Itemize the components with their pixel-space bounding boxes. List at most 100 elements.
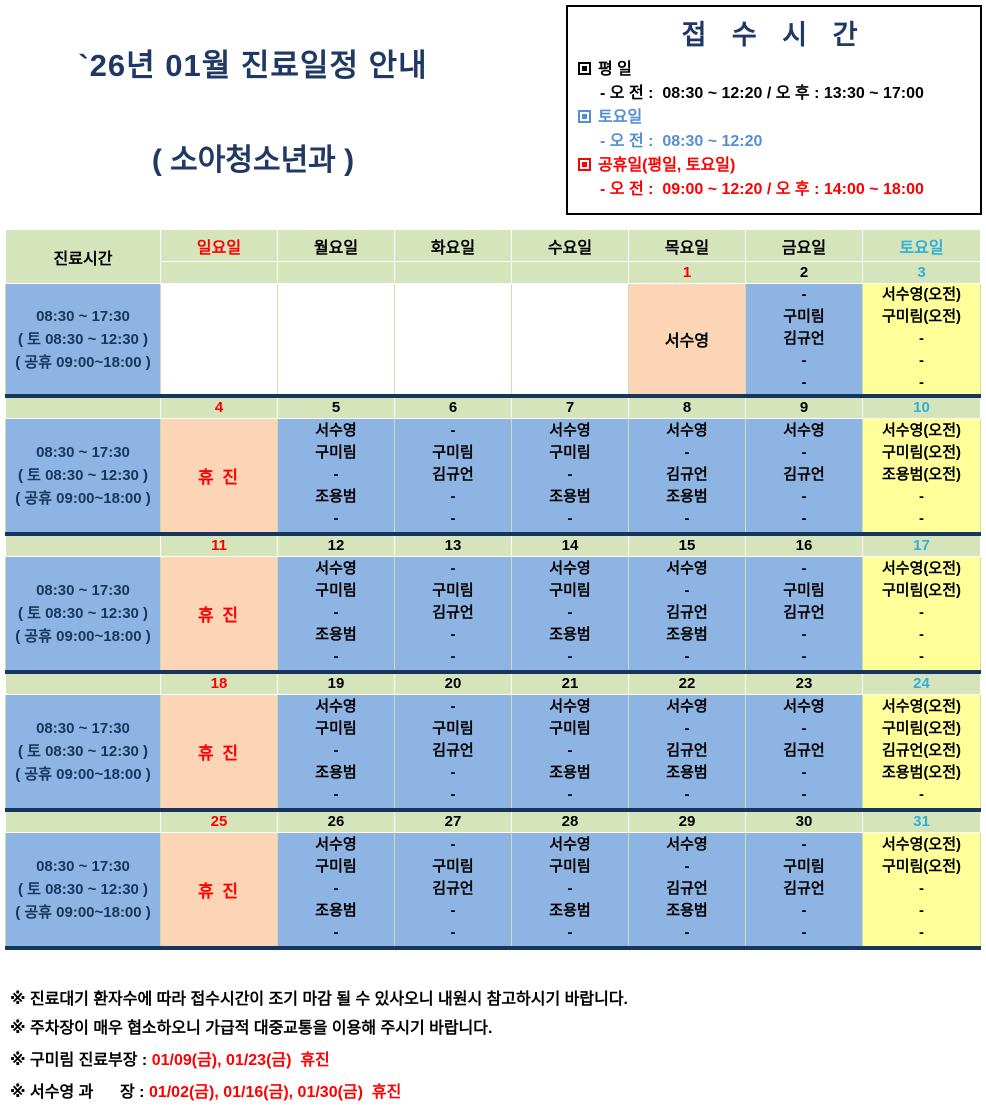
doctor-list: - 구미림 김규언 - - — [395, 420, 511, 530]
doctor-line: - — [567, 880, 573, 898]
schedule-cell: 서수영(오전) 구미림(오전) 김규언(오전) 조용범(오전) - — [862, 693, 981, 812]
doctor-line: 서수영(오전) — [882, 422, 961, 440]
note-text: ※ 서수영 과 장 : — [10, 1084, 149, 1101]
schedule-cell: 서수영 - 김규언 조용범 - — [628, 555, 746, 674]
note-line: ※ 서수영 과 장 : 01/02(금), 01/16(금), 01/30(금)… — [10, 1083, 980, 1102]
doctor-line: 서수영 — [549, 698, 591, 716]
doctor-line: 조용범 — [549, 626, 591, 644]
doctor-list: - 구미림 김규언 - - — [395, 558, 511, 668]
doctor-line: 구미림 — [549, 582, 591, 600]
day-header-cell: 목요일 — [628, 229, 746, 262]
clinic-hours-line: ( 토 08:30 ~ 12:30 ) — [17, 880, 149, 898]
doctor-line: 서수영 — [315, 422, 357, 440]
doctor-line: - — [333, 604, 339, 622]
schedule-cell: 서수영(오전) 구미림(오전) 조용범(오전) - - — [862, 417, 981, 536]
date-cell: 19 — [277, 671, 395, 695]
doctor-list: 서수영 구미림 - 조용범 - — [512, 420, 628, 530]
doctor-line: - — [684, 720, 690, 738]
doctor-list: 서수영 구미림 - 조용범 - — [278, 558, 394, 668]
doctor-line: - — [333, 648, 339, 666]
clinic-hours-line: ( 토 08:30 ~ 12:30 ) — [17, 466, 149, 484]
schedule-cell: 휴 진 — [160, 693, 278, 812]
doctor-line: 서수영(오전) — [882, 698, 961, 716]
reception-section-label: 공휴일(평일, 토요일) — [578, 154, 970, 178]
doctor-line: - — [801, 902, 807, 920]
doctor-line: 조용범 — [666, 902, 708, 920]
doctor-line: 김규언(오전) — [882, 742, 961, 760]
doctor-line: - — [801, 836, 807, 854]
doctor-line: 서수영(오전) — [882, 560, 961, 578]
schedule-cell: 서수영(오전) 구미림(오전) - - - — [862, 831, 981, 950]
doctor-line: - — [450, 924, 456, 942]
doctor-line: 조용범 — [549, 488, 591, 506]
date-cell: 21 — [511, 671, 629, 695]
doctor-line: 김규언 — [783, 880, 825, 898]
doctor-line: - — [450, 510, 456, 528]
doctor-line: 서수영 — [783, 698, 825, 716]
doctor-line: - — [450, 902, 456, 920]
doctor-list: 서수영 - 김규언 조용범 - — [629, 420, 745, 530]
doctor-line: - — [450, 488, 456, 506]
clinic-hours-line: 08:30 ~ 17:30 — [36, 719, 130, 737]
doctor-line: - — [919, 786, 924, 804]
doctor-line: - — [801, 352, 807, 369]
page-title-block: `26년 01월 진료일정 안내 ( 소아청소년과 ) — [28, 40, 478, 179]
day-header-cell: 월요일 — [277, 229, 395, 262]
doctor-line: 서수영 — [549, 560, 591, 578]
date-cell: 6 — [394, 395, 512, 419]
doctor-line: 구미림 — [315, 582, 357, 600]
date-cell: 9 — [745, 395, 863, 419]
doctor-list: 서수영 구미림 - 조용범 - — [512, 558, 628, 668]
doctor-line: - — [919, 924, 924, 942]
doctor-line: - — [333, 786, 339, 804]
square-bullet-icon — [578, 158, 591, 171]
schedule-cell: 서수영(오전) 구미림(오전) - - - — [862, 555, 981, 674]
week-data-row: 08:30 ~ 17:30 ( 토 08:30 ~ 12:30 ) ( 공휴 09:… — [5, 555, 981, 674]
doctor-line: - — [684, 582, 690, 600]
date-row-time-spacer — [5, 395, 161, 419]
doctor-line: 구미림 — [783, 308, 825, 325]
doctor-line: 구미림(오전) — [882, 582, 961, 600]
doctor-line: 조용범 — [666, 764, 708, 782]
doctor-list: 서수영(오전) 구미림(오전) - - - — [863, 834, 980, 944]
doctor-line: 구미림 — [783, 582, 825, 600]
doctor-line: 서수영 — [315, 836, 357, 854]
date-cell: 3 — [862, 261, 981, 284]
doctor-line: 구미림 — [432, 858, 474, 876]
schedule-cell: - 구미림 김규언 - - — [745, 555, 863, 674]
reception-hours-text: - 오 전 : 08:30 ~ 12:20 — [600, 133, 763, 150]
doctor-list: 서수영 구미림 - 조용범 - — [278, 696, 394, 806]
schedule-cell — [394, 283, 512, 398]
day-header-cell: 화요일 — [394, 229, 512, 262]
schedule-cell: 휴 진 — [160, 831, 278, 950]
clinic-hours-line: ( 토 08:30 ~ 12:30 ) — [17, 330, 149, 348]
schedule-cell: - 구미림 김규언 - - — [394, 831, 512, 950]
date-cell: 8 — [628, 395, 746, 419]
doctor-line: 김규언 — [666, 466, 708, 484]
clinic-hours-line: ( 공휴 09:00~18:00 ) — [15, 353, 151, 371]
reception-section-label: 평 일 — [578, 58, 970, 82]
doctor-line: 김규언 — [783, 742, 825, 760]
date-cell: 7 — [511, 395, 629, 419]
doctor-line: - — [450, 422, 456, 440]
schedule-cell: 서수영 - 김규언 조용범 - — [628, 693, 746, 812]
doctor-line: 구미림(오전) — [882, 444, 961, 462]
clinic-hours-line: ( 토 08:30 ~ 12:30 ) — [17, 604, 149, 622]
footer-notes: ※ 진료대기 환자수에 따라 접수시간이 조기 마감 될 수 있사오니 내원시 … — [10, 990, 980, 1112]
date-cell: 28 — [511, 809, 629, 833]
date-cell — [160, 261, 278, 284]
doctor-line: 김규언 — [432, 466, 474, 484]
doctor-line: - — [801, 488, 807, 506]
doctor-name: 서수영 — [664, 333, 710, 350]
doctor-list: - 구미림 김규언 - - — [746, 834, 862, 944]
doctor-line: 구미림 — [549, 858, 591, 876]
doctor-line: 김규언 — [666, 880, 708, 898]
doctor-line: 조용범 — [315, 902, 357, 920]
doctor-line: - — [801, 444, 807, 462]
doctor-line: 조용범 — [315, 764, 357, 782]
schedule-cell: - 구미림 김규언 - - — [394, 555, 512, 674]
schedule-cell: - 구미림 김규언 - - — [745, 831, 863, 950]
note-text: ※ 진료대기 환자수에 따라 접수시간이 조기 마감 될 수 있사오니 내원시 … — [10, 991, 628, 1008]
doctor-line: 구미림 — [315, 858, 357, 876]
square-bullet-icon — [578, 110, 591, 123]
